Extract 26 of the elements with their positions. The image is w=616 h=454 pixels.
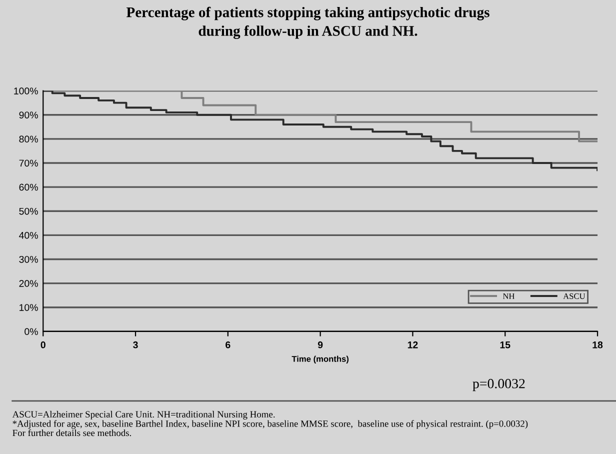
text: p=0.0032 [472, 378, 525, 392]
y-tick-label: 30% [19, 256, 38, 263]
y-tick-label: 10% [20, 304, 38, 311]
y-tick-label: 40% [19, 232, 38, 239]
legend-label: NH [502, 293, 514, 299]
x-tick-label: 3 [133, 341, 138, 348]
y-tick-label: 50% [19, 208, 38, 215]
text: For further details see methods. [12, 429, 132, 436]
y-tick-label: 70% [19, 160, 38, 167]
x-tick-label: 9 [318, 341, 323, 348]
y-tick-label: 60% [19, 184, 38, 191]
x-axis-title: Time (months) [292, 356, 349, 364]
y-tick-label: 20% [19, 280, 38, 287]
legend-label: ASCU [563, 293, 586, 299]
y-tick-label: 90% [19, 112, 38, 118]
y-tick-label: 100% [14, 88, 38, 94]
text: ASCU=Alzheimer Special Care Unit. NH=traditional Nursing Home. [12, 410, 275, 420]
x-tick-label: 0 [40, 341, 46, 348]
y-tick-label: 80% [19, 136, 38, 143]
x-tick-label: 6 [226, 341, 230, 348]
x-tick-label: 15 [500, 342, 510, 348]
x-tick-label: 12 [408, 341, 418, 348]
text: *Adjusted for age, sex, baseline Barthel Index, baseline NPI score, baseline MMSE score, baseline use of physical restraint. (p=0.0032) [12, 420, 528, 429]
chart-title: Percentage of patients stopping taking antipsychotic drugs during follow-up in ASCU and NH. [126, 6, 490, 39]
x-tick-label: 18 [592, 341, 603, 348]
y-tick-label: 0% [24, 328, 38, 336]
